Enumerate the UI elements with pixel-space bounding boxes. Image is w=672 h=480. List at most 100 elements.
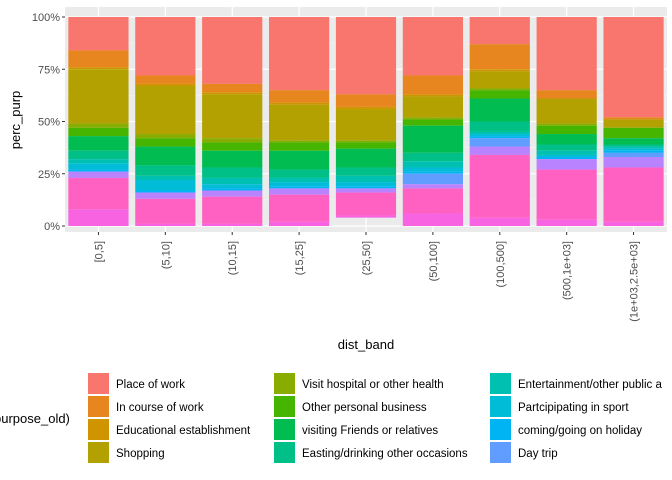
bar-segment: [202, 138, 263, 143]
bar-segment: [202, 184, 263, 189]
bar-segment: [269, 194, 330, 222]
bar-segment: [135, 190, 196, 193]
bar-segment: [469, 154, 530, 218]
bar-segment: [135, 146, 196, 166]
bar-segment: [335, 148, 397, 168]
x-tick-label: (10,15]: [227, 241, 239, 275]
bar-segment: [469, 134, 530, 137]
legend-label: Entertainment/other public a: [518, 379, 662, 391]
bar-segment: [135, 134, 196, 139]
bar-segment: [469, 121, 530, 132]
bar-segment: [469, 131, 530, 135]
bar-segment: [335, 186, 397, 189]
bar-segment: [603, 17, 664, 118]
bar-segment: [269, 102, 330, 105]
bar-segment: [335, 106, 397, 109]
bar-segment: [469, 88, 530, 91]
bar-segment: [536, 219, 597, 226]
legend-key: [274, 442, 295, 463]
bar-segment: [269, 186, 330, 189]
legend-label: Other personal business: [302, 402, 427, 414]
bar-segment: [68, 171, 129, 178]
bar-segment: [68, 209, 129, 226]
legend: Place of work In course of work Educationa…: [88, 373, 662, 463]
bar-segment: [335, 17, 397, 95]
legend-label: Educational establishment: [116, 425, 251, 437]
bar-segment: [469, 17, 530, 45]
bar-segment: [135, 75, 196, 84]
bar-segment: [469, 71, 530, 89]
legend-label: Easting/drinking other occasions: [302, 448, 468, 460]
y-tick-label: 25%: [38, 169, 60, 181]
legend-label: Day trip: [518, 448, 558, 460]
bar-segment: [536, 150, 597, 155]
bar-segment: [269, 17, 330, 91]
bar-segment: [335, 167, 397, 176]
bar-segment: [402, 213, 463, 226]
legend-label: Place of work: [116, 379, 185, 391]
bar-segment: [335, 175, 397, 183]
bar-segment: [469, 217, 530, 226]
bar-segment: [269, 104, 330, 141]
bar-segment: [536, 90, 597, 99]
x-tick-label: (50,100]: [428, 241, 440, 281]
bar-segment: [469, 98, 530, 122]
bar-segment: [202, 167, 263, 178]
bar-segment: [202, 142, 263, 151]
legend-label: Visit hospital or other health: [302, 379, 444, 391]
bar-segment: [68, 127, 129, 137]
bar-segment: [68, 163, 129, 170]
bar-segment: [536, 144, 597, 151]
bar-segment: [335, 140, 397, 143]
bar-segment: [402, 152, 463, 162]
y-tick-label: 0%: [44, 221, 60, 233]
bar-segment: [269, 182, 330, 187]
bar-segment: [536, 17, 597, 91]
bar-segment: [135, 198, 196, 224]
x-tick-label: (25,50]: [361, 241, 373, 275]
bar-segment: [469, 69, 530, 72]
legend-key: [88, 419, 109, 440]
legend-key: [490, 419, 511, 440]
legend-key: [274, 419, 295, 440]
x-tick-label: [0,5]: [93, 241, 105, 262]
bar-segment: [68, 136, 129, 151]
bar-segment: [202, 190, 263, 197]
bar-segment: [68, 50, 129, 68]
bar-segment: [469, 44, 530, 70]
bar-segment: [68, 177, 129, 210]
legend-key: [490, 442, 511, 463]
bar-segment: [402, 125, 463, 153]
bar-segment: [202, 94, 263, 139]
bar-segment: [269, 169, 330, 178]
bar-segment: [202, 92, 263, 95]
bar-segment: [269, 140, 330, 143]
bar-segment: [68, 150, 129, 160]
bar-segment: [135, 165, 196, 176]
bar-segment: [536, 98, 597, 124]
bar-segment: [135, 175, 196, 181]
bar-segment: [68, 69, 129, 124]
legend-label: coming/going on holiday: [518, 425, 642, 437]
bar-segment: [603, 148, 664, 151]
legend-key: [274, 373, 295, 394]
bar-segment: [603, 117, 664, 120]
bar-segment: [469, 90, 530, 99]
bar-segment: [469, 138, 530, 147]
bar-segment: [335, 188, 397, 193]
bar-segment: [603, 152, 664, 158]
bar-segment: [603, 144, 664, 147]
bar-segment: [135, 192, 196, 199]
legend-label: In course of work: [116, 402, 204, 414]
bar-segment: [335, 192, 397, 216]
y-axis: 0% 25% 50% 75% 100%: [32, 12, 65, 233]
bar-segment: [402, 167, 463, 172]
bar-segment: [402, 75, 463, 95]
legend-key: [88, 442, 109, 463]
bar-segment: [603, 146, 664, 149]
y-tick-label: 75%: [38, 64, 60, 76]
bar-segment: [603, 127, 664, 139]
bar-segment: [469, 136, 530, 139]
bar-segment: [603, 150, 664, 153]
